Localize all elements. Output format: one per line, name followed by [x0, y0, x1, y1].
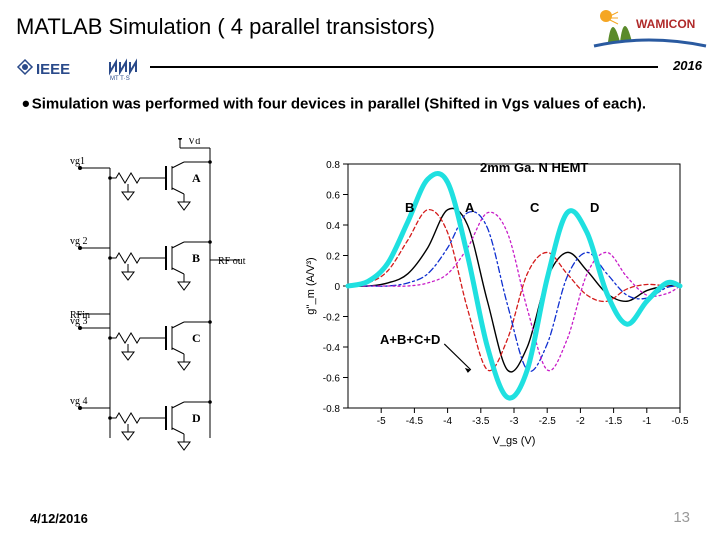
svg-text:-0.8: -0.8 [323, 404, 341, 415]
series-label-c: C [530, 200, 539, 215]
svg-text:0: 0 [334, 282, 340, 293]
schematic-diagram: VdRFinRF outvg1Avg 2Bvg 3Cvg 4D [70, 138, 250, 468]
svg-text:A: A [192, 171, 201, 185]
svg-text:vg 4: vg 4 [70, 396, 88, 407]
bullet-text: •Simulation was performed with four devi… [22, 90, 698, 119]
svg-text:-4.5: -4.5 [406, 416, 424, 427]
svg-text:0.6: 0.6 [326, 191, 340, 202]
svg-text:-0.6: -0.6 [323, 374, 341, 385]
svg-text:MT T·S: MT T·S [110, 76, 130, 82]
footer-date: 4/12/2016 [30, 511, 88, 526]
svg-text:0.2: 0.2 [326, 252, 340, 263]
svg-text:-1.5: -1.5 [605, 416, 623, 427]
svg-text:0.8: 0.8 [326, 160, 340, 171]
svg-text:vg1: vg1 [70, 156, 85, 167]
sum-label: A+B+C+D [380, 332, 440, 347]
series-label-a: A [465, 200, 474, 215]
wamicon-text: WAMICON [636, 17, 695, 31]
series-label-d: D [590, 200, 599, 215]
svg-text:-4: -4 [443, 416, 452, 427]
svg-text:-3.5: -3.5 [472, 416, 490, 427]
svg-text:vg 2: vg 2 [70, 236, 88, 247]
svg-text:Vd: Vd [188, 138, 200, 147]
mtts-logo: MT T·S [106, 58, 144, 82]
svg-text:RF out: RF out [218, 256, 246, 267]
year-label: 2016 [673, 58, 702, 73]
svg-text:-1: -1 [642, 416, 651, 427]
svg-text:IEEE: IEEE [36, 61, 70, 78]
svg-text:-2: -2 [576, 416, 585, 427]
svg-text:0.4: 0.4 [326, 221, 340, 232]
slide-title: MATLAB Simulation ( 4 parallel transisto… [16, 14, 435, 40]
ieee-logo: IEEE [16, 58, 96, 82]
chart-title: 2mm Ga. N HEMT [480, 160, 588, 175]
svg-text:-2.5: -2.5 [539, 416, 557, 427]
svg-text:-0.4: -0.4 [323, 343, 341, 354]
bullet-icon: • [22, 91, 30, 116]
svg-text:B: B [192, 251, 200, 265]
wamicon-logo: WAMICON [588, 4, 708, 54]
header-divider [150, 66, 658, 68]
svg-text:D: D [192, 411, 201, 425]
gm-chart: -0.8 -0.6 -0.4 -0.2 0 0.2 0.4 0.6 0.8 -5 -4.5 -4 -3.… [300, 150, 690, 450]
svg-text:g''_m (A/V³): g''_m (A/V³) [305, 257, 317, 314]
svg-text:V_gs (V): V_gs (V) [493, 435, 536, 447]
svg-text:-0.5: -0.5 [671, 416, 689, 427]
svg-text:-3: -3 [510, 416, 519, 427]
svg-text:vg 3: vg 3 [70, 316, 88, 327]
series-label-b: B [405, 200, 414, 215]
bullet-content: Simulation was performed with four devic… [32, 95, 646, 112]
svg-text:C: C [192, 331, 201, 345]
footer-page-number: 13 [673, 509, 690, 526]
svg-text:-5: -5 [377, 416, 386, 427]
svg-text:-0.2: -0.2 [323, 313, 341, 324]
